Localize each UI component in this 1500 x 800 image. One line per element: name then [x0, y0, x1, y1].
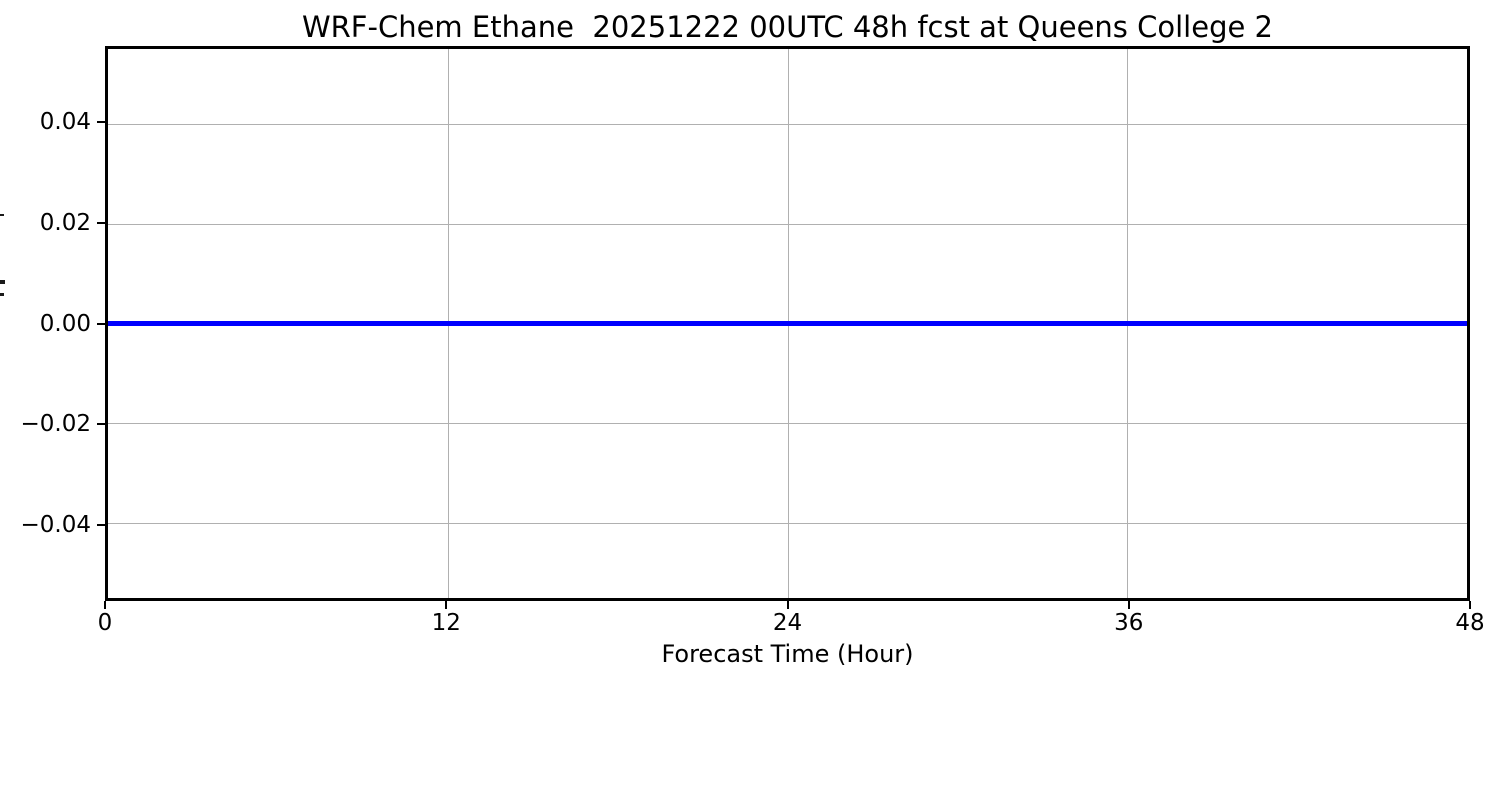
- chart-title: WRF-Chem Ethane 20251222 00UTC 48h fcst …: [301, 10, 1274, 44]
- x-tick-label: 36: [1114, 610, 1144, 636]
- y-axis-label-clipped-fragment: [0, 214, 4, 216]
- y-tick-mark: [97, 120, 105, 123]
- x-tick-label: 24: [772, 610, 803, 636]
- y-tick-mark: [97, 221, 105, 224]
- y-axis-label-clipped-fragment: [0, 280, 5, 284]
- y-tick-label: −0.02: [20, 411, 91, 438]
- x-tick-mark: [104, 601, 106, 609]
- x-tick-label: 48: [1455, 610, 1485, 636]
- y-gridline: [108, 223, 1467, 225]
- y-gridline: [108, 423, 1467, 425]
- y-tick-label: 0.02: [39, 209, 91, 236]
- x-tick-mark: [445, 601, 448, 609]
- y-gridline: [108, 523, 1467, 525]
- series-line-ethane-forecast: [108, 321, 1467, 326]
- x-tick-label: 12: [431, 610, 461, 636]
- x-tick-mark: [786, 601, 789, 609]
- y-tick-mark: [97, 423, 105, 426]
- y-gridline: [108, 123, 1467, 125]
- y-tick-label: −0.04: [20, 512, 91, 539]
- x-axis-label: Forecast Time (Hour): [661, 640, 914, 668]
- y-axis-label-clipped-fragment: [0, 293, 4, 296]
- y-tick-label: 0.00: [39, 310, 91, 337]
- y-tick-label: 0.04: [39, 108, 91, 135]
- plot-area: [105, 46, 1470, 601]
- x-tick-mark: [1127, 601, 1130, 609]
- x-tick-mark: [1469, 601, 1471, 609]
- y-tick-mark: [97, 322, 105, 325]
- y-tick-mark: [97, 524, 105, 527]
- x-tick-label: 0: [97, 610, 113, 636]
